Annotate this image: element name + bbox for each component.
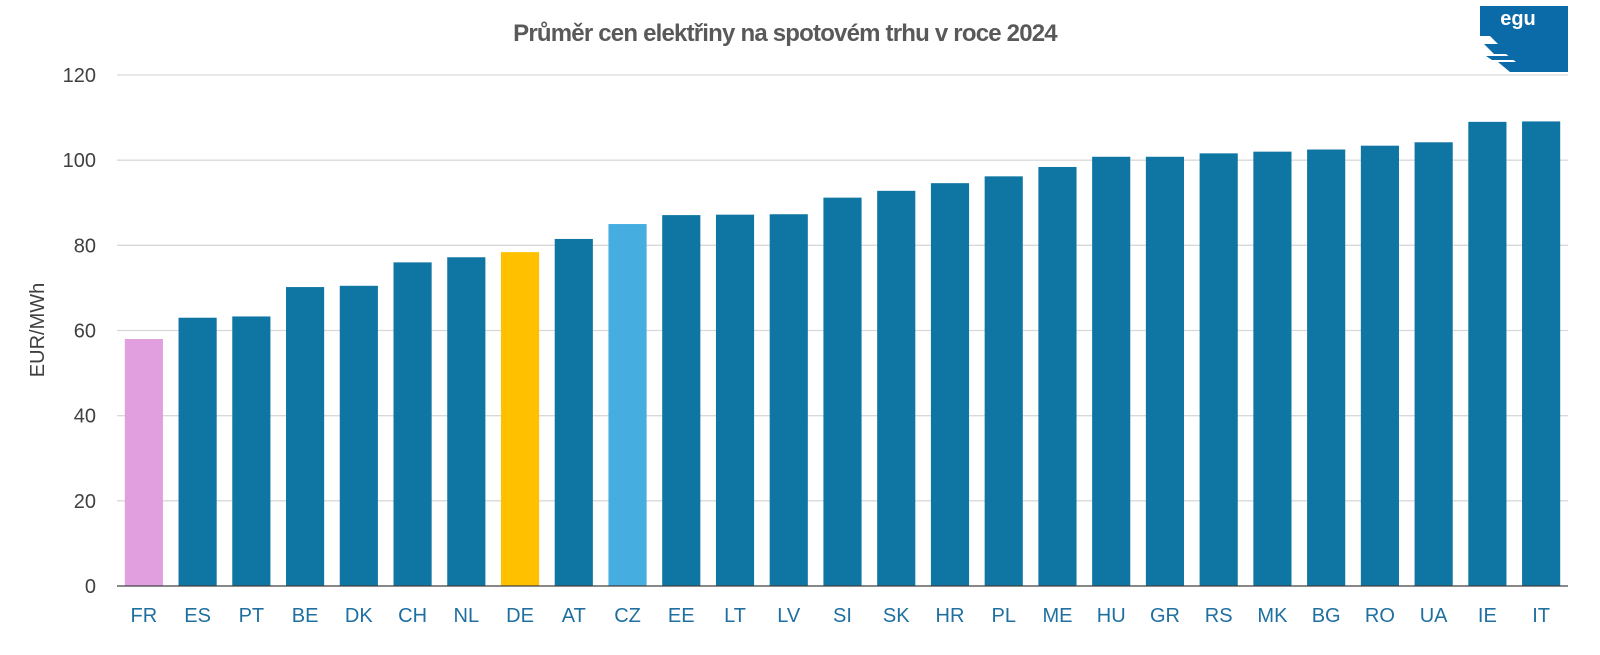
bar-cz bbox=[608, 224, 647, 586]
bar-at bbox=[554, 238, 593, 586]
egu-logo: egu bbox=[1480, 6, 1568, 72]
y-tick-label: 100 bbox=[63, 150, 96, 172]
bar-dk bbox=[339, 285, 378, 586]
x-tick-label-nl: NL bbox=[454, 605, 480, 627]
y-tick-labels: 0 20 40 60 80 100 120 bbox=[63, 65, 96, 598]
y-tick-label: 60 bbox=[74, 321, 96, 343]
x-tick-label-ua: UA bbox=[1420, 605, 1448, 627]
egu-logo-shape bbox=[1480, 6, 1568, 72]
x-tick-label-at: AT bbox=[562, 605, 586, 627]
x-tick-label-gr: GR bbox=[1150, 605, 1180, 627]
x-tick-label-fr: FR bbox=[131, 605, 158, 627]
x-tick-label-lt: LT bbox=[724, 605, 746, 627]
x-tick-label-lv: LV bbox=[777, 605, 801, 627]
bar-es bbox=[178, 317, 217, 586]
x-tick-label-ee: EE bbox=[668, 605, 695, 627]
x-tick-label-pt: PT bbox=[239, 605, 265, 627]
bar-ch bbox=[393, 262, 432, 586]
bar-pt bbox=[232, 316, 271, 586]
bar-rs bbox=[1199, 153, 1238, 586]
bar-mk bbox=[1253, 151, 1292, 586]
bar-ua bbox=[1414, 142, 1453, 586]
bars bbox=[124, 121, 1561, 587]
bar-pl bbox=[984, 176, 1023, 586]
bar-nl bbox=[447, 257, 486, 586]
bar-lv bbox=[769, 214, 808, 586]
bar-be bbox=[286, 287, 325, 586]
bar-gr bbox=[1145, 156, 1185, 586]
bar-me bbox=[1038, 166, 1077, 587]
y-tick-label: 0 bbox=[85, 576, 96, 598]
x-tick-label-hu: HU bbox=[1097, 605, 1126, 627]
bar-hr bbox=[930, 183, 970, 586]
bar-de bbox=[500, 252, 540, 586]
x-tick-label-bg: BG bbox=[1312, 605, 1341, 627]
bar-bg bbox=[1307, 149, 1346, 587]
bar-ro bbox=[1360, 145, 1399, 586]
y-tick-label: 120 bbox=[63, 65, 96, 87]
bar-fr bbox=[124, 339, 163, 586]
x-tick-label-mk: MK bbox=[1257, 605, 1288, 627]
bar-sk bbox=[877, 190, 916, 586]
x-tick-label-cz: CZ bbox=[614, 605, 641, 627]
bar-lt bbox=[715, 214, 755, 586]
bar-ie bbox=[1468, 121, 1507, 586]
x-tick-label-dk: DK bbox=[345, 605, 373, 627]
x-tick-label-pl: PL bbox=[991, 605, 1015, 627]
y-tick-label: 80 bbox=[74, 235, 96, 257]
x-tick-label-rs: RS bbox=[1205, 605, 1233, 627]
bar-it bbox=[1522, 121, 1561, 586]
x-tick-label-es: ES bbox=[184, 605, 211, 627]
x-tick-label-si: SI bbox=[833, 605, 852, 627]
x-tick-label-hr: HR bbox=[936, 605, 965, 627]
x-tick-labels: FR ES PT BE DK CH NL DE AT CZ EE LT LV SI SK HR PL ME HU GR… bbox=[131, 605, 1550, 627]
x-tick-label-be: BE bbox=[292, 605, 319, 627]
x-tick-label-ch: CH bbox=[398, 605, 427, 627]
bar-hu bbox=[1092, 156, 1131, 586]
egu-logo-text: egu bbox=[1500, 8, 1536, 30]
egu-logo-stripe bbox=[1486, 56, 1536, 60]
chart-title: Průměr cen elektřiny na spotovém trhu v … bbox=[513, 20, 1058, 47]
x-tick-label-it: IT bbox=[1532, 605, 1550, 627]
x-tick-label-ie: IE bbox=[1478, 605, 1497, 627]
x-tick-label-de: DE bbox=[506, 605, 534, 627]
bar-ee bbox=[662, 215, 701, 586]
x-tick-label-ro: RO bbox=[1365, 605, 1395, 627]
x-tick-label-me: ME bbox=[1042, 605, 1072, 627]
y-axis-label: EUR/MWh bbox=[27, 283, 49, 377]
y-tick-label: 40 bbox=[74, 406, 96, 428]
y-tick-label: 20 bbox=[74, 491, 96, 513]
x-tick-label-sk: SK bbox=[883, 605, 910, 627]
bar-si bbox=[823, 197, 862, 586]
